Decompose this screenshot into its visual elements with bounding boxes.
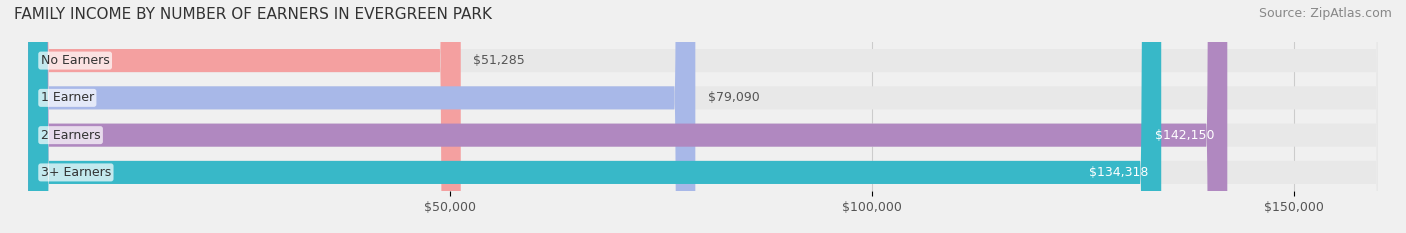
FancyBboxPatch shape <box>28 0 1378 233</box>
Text: Source: ZipAtlas.com: Source: ZipAtlas.com <box>1258 7 1392 20</box>
FancyBboxPatch shape <box>28 0 696 233</box>
FancyBboxPatch shape <box>28 0 1161 233</box>
Text: $51,285: $51,285 <box>474 54 526 67</box>
Text: FAMILY INCOME BY NUMBER OF EARNERS IN EVERGREEN PARK: FAMILY INCOME BY NUMBER OF EARNERS IN EV… <box>14 7 492 22</box>
Text: 2 Earners: 2 Earners <box>41 129 100 142</box>
FancyBboxPatch shape <box>28 0 461 233</box>
FancyBboxPatch shape <box>28 0 1378 233</box>
Text: No Earners: No Earners <box>41 54 110 67</box>
Text: $134,318: $134,318 <box>1090 166 1149 179</box>
Text: 3+ Earners: 3+ Earners <box>41 166 111 179</box>
Text: 1 Earner: 1 Earner <box>41 91 94 104</box>
FancyBboxPatch shape <box>28 0 1378 233</box>
Text: $142,150: $142,150 <box>1156 129 1215 142</box>
Text: $79,090: $79,090 <box>709 91 759 104</box>
FancyBboxPatch shape <box>28 0 1227 233</box>
FancyBboxPatch shape <box>28 0 1378 233</box>
